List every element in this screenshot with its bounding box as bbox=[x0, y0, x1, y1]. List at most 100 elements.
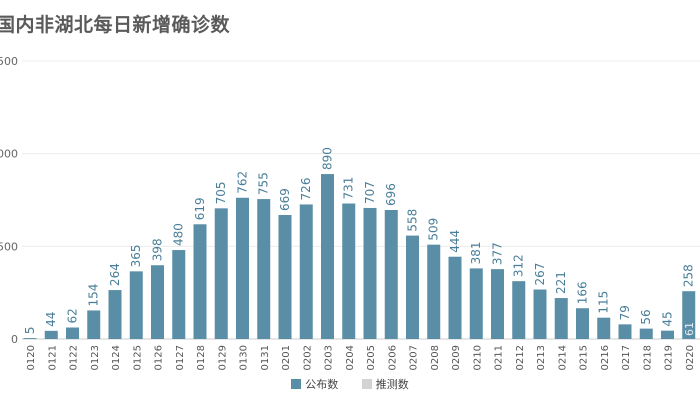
data-label: 56 bbox=[639, 309, 653, 324]
data-label: 5 bbox=[23, 326, 37, 334]
data-label: 669 bbox=[278, 188, 292, 211]
bar bbox=[448, 256, 462, 339]
y-tick-label: 1000 bbox=[0, 148, 18, 161]
data-label: 755 bbox=[257, 172, 271, 195]
x-tick-label: 0214 bbox=[557, 345, 568, 370]
bar bbox=[236, 197, 249, 339]
x-tick-label: 0209 bbox=[451, 345, 462, 370]
bar bbox=[278, 215, 292, 339]
data-label: 890 bbox=[321, 147, 335, 170]
data-label: 115 bbox=[597, 291, 611, 314]
x-tick-label: 0128 bbox=[196, 345, 207, 370]
x-tick-label: 0205 bbox=[366, 345, 377, 370]
data-label: 264 bbox=[108, 263, 122, 286]
bar bbox=[214, 208, 228, 339]
bar bbox=[469, 268, 483, 339]
bar bbox=[193, 224, 207, 339]
data-label: 312 bbox=[512, 254, 526, 277]
x-tick-label: 0212 bbox=[515, 345, 526, 370]
bar bbox=[384, 210, 398, 339]
data-label: 79 bbox=[618, 305, 632, 320]
data-label: 705 bbox=[214, 181, 228, 204]
x-tick-label: 0125 bbox=[132, 345, 143, 370]
x-tick-label: 0122 bbox=[69, 345, 80, 370]
bar bbox=[44, 330, 58, 339]
data-label: 619 bbox=[193, 197, 207, 220]
x-tick-label: 0123 bbox=[90, 345, 101, 370]
bar bbox=[299, 204, 313, 339]
legend-label-published: 公布数 bbox=[305, 378, 339, 391]
x-tick-label: 0207 bbox=[409, 345, 420, 370]
x-tick-label: 0211 bbox=[494, 345, 505, 370]
y-tick-label: 0 bbox=[11, 333, 18, 346]
data-label: 45 bbox=[661, 311, 675, 326]
bar bbox=[533, 289, 547, 339]
x-tick-label: 0203 bbox=[324, 345, 335, 370]
data-label: 44 bbox=[44, 312, 58, 327]
bar bbox=[257, 199, 271, 339]
bar bbox=[151, 265, 164, 339]
data-label: 258 bbox=[682, 264, 696, 287]
bar bbox=[427, 244, 441, 339]
bar bbox=[363, 207, 377, 339]
bar bbox=[172, 250, 186, 339]
x-tick-label: 0215 bbox=[579, 345, 590, 370]
x-tick-label: 0206 bbox=[387, 345, 398, 370]
data-label: 726 bbox=[299, 178, 313, 201]
bar bbox=[108, 290, 122, 339]
legend-item-published[interactable]: 公布数 bbox=[291, 376, 338, 392]
data-label: 762 bbox=[236, 171, 250, 194]
data-label: 154 bbox=[87, 284, 101, 307]
data-label: 444 bbox=[448, 230, 462, 253]
extra-mark-label: 61 bbox=[683, 322, 696, 336]
x-tick-label: 0219 bbox=[664, 345, 675, 370]
bar bbox=[576, 308, 589, 339]
bar bbox=[597, 317, 611, 339]
data-label: 166 bbox=[576, 281, 590, 304]
legend: 公布数 推测数 bbox=[0, 376, 700, 392]
legend-label-estimated: 推测数 bbox=[375, 378, 409, 391]
bar bbox=[491, 269, 504, 339]
data-label: 696 bbox=[384, 183, 398, 206]
bar bbox=[512, 281, 526, 339]
bar bbox=[406, 235, 419, 339]
x-tick-label: 0130 bbox=[239, 345, 250, 370]
bar bbox=[66, 327, 79, 339]
bar bbox=[682, 291, 696, 339]
x-tick-label: 0124 bbox=[111, 345, 122, 370]
data-label: 267 bbox=[533, 263, 547, 286]
y-tick-label: 1500 bbox=[0, 55, 18, 68]
y-tick-label: 500 bbox=[0, 240, 18, 253]
x-tick-label: 0217 bbox=[621, 345, 632, 370]
data-label: 365 bbox=[129, 244, 143, 267]
bar bbox=[321, 174, 334, 339]
data-label: 731 bbox=[342, 177, 356, 200]
legend-swatch-published bbox=[291, 379, 302, 389]
bar bbox=[639, 328, 653, 339]
x-tick-label: 0204 bbox=[345, 345, 356, 370]
bar bbox=[23, 338, 37, 339]
x-tick-label: 0216 bbox=[600, 345, 611, 370]
data-label: 509 bbox=[427, 218, 441, 241]
data-label: 707 bbox=[363, 181, 377, 204]
data-label: 381 bbox=[469, 241, 483, 264]
data-label: 377 bbox=[491, 242, 505, 265]
bar bbox=[661, 330, 674, 339]
x-tick-label: 0208 bbox=[430, 345, 441, 370]
x-tick-label: 0120 bbox=[26, 345, 37, 370]
bar bbox=[87, 310, 101, 339]
chart-title: 国内非湖北每日新增确诊数 bbox=[0, 14, 231, 36]
x-tick-label: 0129 bbox=[217, 345, 228, 370]
legend-item-estimated[interactable]: 推测数 bbox=[361, 376, 409, 392]
x-tick-label: 0210 bbox=[472, 345, 483, 370]
x-tick-label: 0201 bbox=[281, 345, 292, 370]
x-tick-label: 0218 bbox=[642, 345, 653, 370]
x-tick-label: 0220 bbox=[685, 345, 696, 370]
data-label: 62 bbox=[66, 308, 80, 323]
bar bbox=[618, 324, 632, 339]
bar bbox=[129, 271, 143, 339]
bar bbox=[342, 203, 356, 339]
x-tick-label: 0213 bbox=[536, 345, 547, 370]
x-tick-label: 0126 bbox=[154, 345, 165, 370]
x-tick-label: 0202 bbox=[302, 345, 313, 370]
